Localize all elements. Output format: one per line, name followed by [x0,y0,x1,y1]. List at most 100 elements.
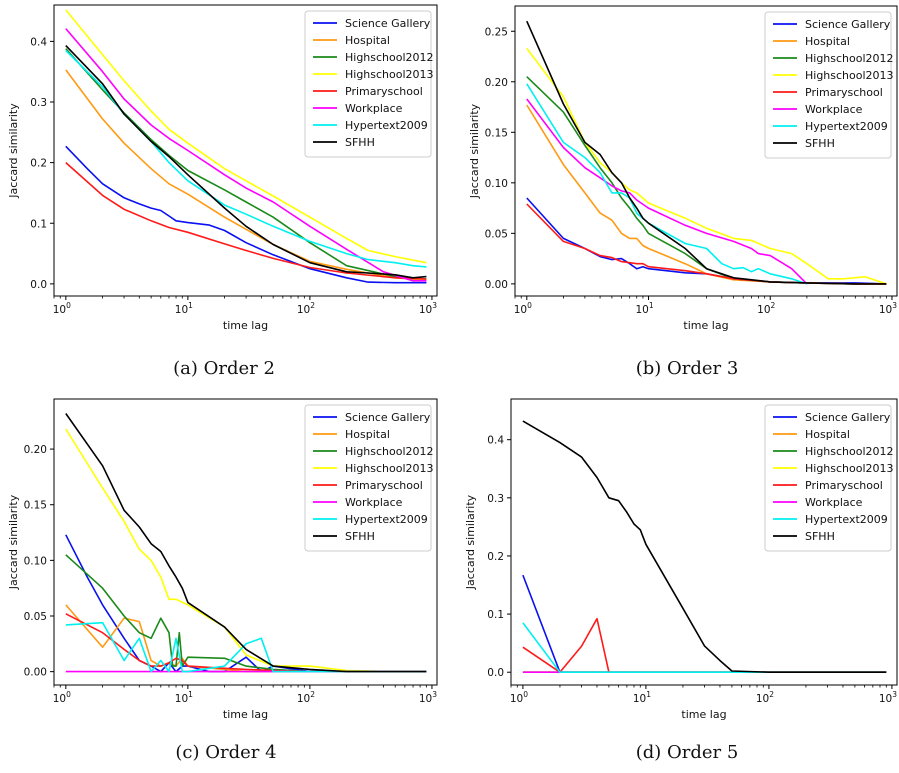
legend-label: Highschool2012 [345,445,434,458]
y-tick-label: 0.1 [487,609,504,621]
legend-label: Hypertext2009 [805,513,888,526]
x-tick-label: 100 [510,690,528,705]
legend-label: Science Gallery [345,17,431,30]
x-tick-label: 101 [633,690,651,705]
legend-label: SFHH [345,136,375,149]
x-tick-label: 101 [635,301,653,316]
legend-label: Primaryschool [805,479,883,492]
legend-label: Hospital [805,35,850,48]
x-tick-label: 102 [756,690,774,705]
plot-frame [514,5,898,297]
series-group [65,9,427,284]
series-group [522,420,887,674]
x-tick-label: 100 [53,690,71,705]
y-tick-label: 0.0 [487,667,504,679]
y-axis-label: Jaccard similarity [7,494,20,590]
legend-label: Science Gallery [805,411,891,424]
legend-label: Hypertext2009 [805,120,888,133]
chart-panel-4: 0.0 0.1 0.2 0.3 0.4 100 101 102 103 time lag Jacca… [464,398,898,763]
y-tick-label: 0.2 [30,158,47,170]
series-line-primaryschool [65,613,427,673]
x-tick-label: 103 [879,690,897,705]
legend: Science Gallery Hospital Highschool2012 Hig… [304,10,434,158]
legend-label: Highschool2013 [345,68,434,81]
y-tick-label: 0.00 [485,279,508,291]
legend-label: Highschool2012 [805,445,894,458]
y-tick-label: 0.15 [485,127,508,139]
legend-box [304,404,432,552]
x-tick-label: 101 [175,301,193,316]
x-tick-label: 103 [879,301,897,316]
series-group [526,20,887,285]
series-line-primaryschool [65,162,427,280]
y-tick-label: 0.4 [487,435,504,447]
chart-panel-1: 0.0 0.1 0.2 0.3 0.4 100 101 102 103 time lag Jacca… [7,4,438,379]
x-axis-label: time lag [681,708,726,721]
x-axis-label: time lag [223,319,268,332]
x-tick-label: 103 [419,690,437,705]
y-axis-label: Jaccard similarity [464,494,477,590]
y-tick-label: 0.2 [487,551,504,563]
series-line-hospital [65,604,427,673]
series-line-science-gallery [65,534,427,673]
legend-label: Highschool2013 [805,69,894,82]
legend-label: Highschool2013 [805,462,894,475]
legend-label: Workplace [345,496,403,509]
legend-label: Workplace [345,102,403,115]
legend-label: Primaryschool [345,479,423,492]
series-group [65,413,427,673]
series-line-primaryschool [526,203,887,285]
x-tick-label: 101 [175,690,193,705]
legend-label: SFHH [805,137,835,150]
y-tick-label: 0.0 [30,279,47,291]
series-line-sfhh [65,45,427,279]
legend-label: Workplace [805,103,863,116]
series-line-highschool2013 [65,428,427,673]
x-axis-label: time lag [683,319,728,332]
x-tick-label: 100 [53,301,71,316]
y-tick-label: 0.20 [485,77,508,89]
plot-frame [510,398,898,686]
y-tick-label: 0.05 [24,611,47,623]
x-tick-label: 100 [514,301,532,316]
legend-box [764,404,892,552]
series-line-highschool2013 [526,47,887,285]
y-tick-label: 0.3 [30,97,47,109]
legend-label: Highschool2013 [345,462,434,475]
y-axis-label: Jaccard similarity [468,103,481,199]
series-line-science-gallery [526,197,887,285]
series-line-workplace [526,98,808,285]
series-line-hypertext2009 [522,622,887,674]
legend-label: Primaryschool [345,85,423,98]
x-tick-label: 102 [297,301,315,316]
y-axis-label: Jaccard similarity [7,103,20,199]
legend-label: Primaryschool [805,86,883,99]
y-tick-label: 0.00 [24,667,47,679]
legend-label: SFHH [805,530,835,543]
legend-label: Highschool2012 [805,52,894,65]
series-line-workplace [65,28,427,282]
series-line-hypertext2009 [526,83,808,285]
legend: Science Gallery Hospital Highschool2012 Hig… [764,11,894,159]
legend-label: Science Gallery [805,18,891,31]
chart-panel-3: 0.00 0.05 0.10 0.15 0.20 100 101 102 103 time lag… [7,398,438,763]
y-tick-label: 0.25 [485,26,508,38]
series-line-primaryschool [522,617,610,674]
legend-box [764,11,892,159]
legend-label: Hypertext2009 [345,119,428,132]
series-line-hypertext2009 [65,621,427,673]
series-line-highschool2013 [65,9,427,264]
y-tick-label: 0.20 [24,444,47,456]
figure-caption: (c) Order 4 [175,742,276,763]
figure-caption: (a) Order 2 [173,358,275,379]
x-tick-label: 103 [419,301,437,316]
y-tick-label: 0.10 [485,178,508,190]
series-line-sfhh [522,420,887,674]
y-tick-label: 0.15 [24,500,47,512]
chart-panel-2: 0.00 0.05 0.10 0.15 0.20 0.25 100 101 102 103 time… [468,5,898,379]
y-tick-label: 0.4 [30,36,47,48]
plot-frame [53,4,438,297]
legend-label: Hospital [345,34,390,47]
legend-box [304,10,432,158]
